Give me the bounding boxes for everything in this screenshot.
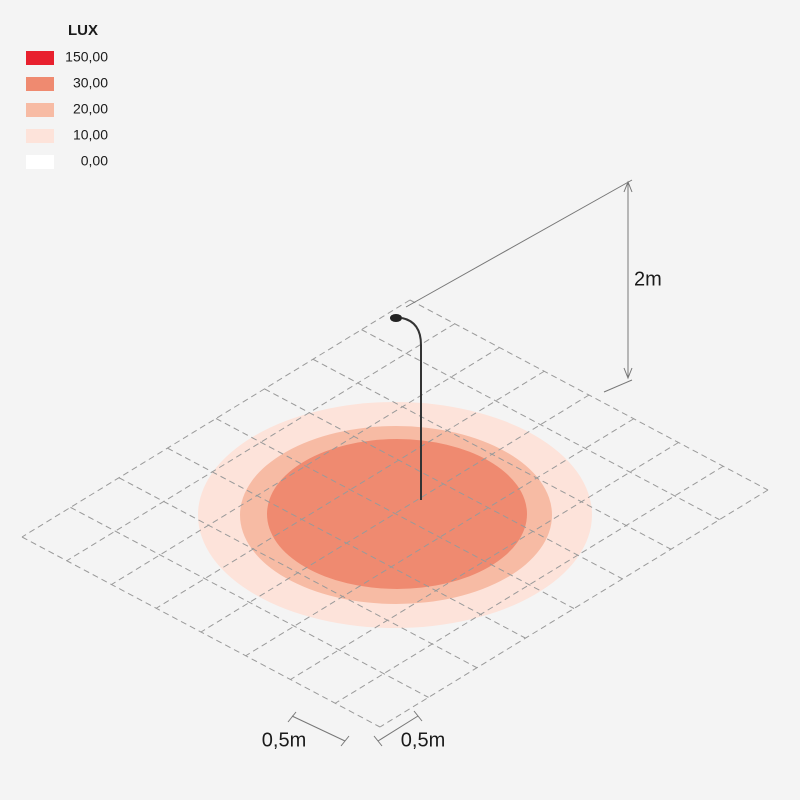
legend-label: 30,00: [73, 75, 108, 91]
legend-swatch: [26, 77, 54, 91]
grid-line: [200, 394, 590, 633]
grid-size-label: 0,5m: [262, 729, 306, 751]
dimension-line: [405, 179, 633, 308]
grid-line: [155, 370, 545, 609]
grid-line: [361, 329, 720, 521]
dimension-tick: [373, 735, 383, 747]
dimension-tick: [287, 711, 297, 723]
grid-line: [70, 506, 429, 698]
grid-line: [245, 418, 635, 657]
dimension-tick: [340, 735, 350, 747]
dimension-line: [603, 379, 633, 393]
grid-line: [118, 477, 478, 669]
grid-line: [290, 442, 679, 680]
legend: LUX 150,00 30,00 20,00 10,00 0,00: [26, 22, 108, 169]
legend-swatch: [26, 51, 54, 65]
grid-line: [21, 536, 381, 728]
legend-title: LUX: [68, 22, 98, 39]
grid-line: [379, 489, 769, 728]
legend-swatch: [26, 129, 54, 143]
dimension-arrow: [377, 715, 419, 742]
lamp-head: [390, 314, 402, 322]
grid-line: [334, 465, 724, 704]
legend-label: 10,00: [73, 127, 108, 143]
dimension-tick: [413, 710, 423, 722]
legend-swatch: [26, 155, 54, 169]
grid-line: [66, 323, 456, 562]
floor-grid: [21, 299, 769, 728]
legend-label: 0,00: [81, 153, 108, 169]
grid-line: [167, 447, 526, 639]
illuminance-zones: [198, 402, 592, 628]
grid-size-label: 0,5m: [401, 729, 445, 751]
lamp-pole: [401, 317, 422, 500]
legend-label: 20,00: [73, 101, 108, 117]
legend-swatch: [26, 103, 54, 117]
height-label: 2m: [634, 268, 662, 290]
grid-line: [111, 347, 500, 585]
legend-label: 150,00: [65, 49, 108, 65]
arrow-heads: [623, 180, 633, 380]
grid-line: [21, 299, 411, 538]
dimension-arrow: [291, 715, 346, 742]
grid-line: [215, 418, 575, 609]
